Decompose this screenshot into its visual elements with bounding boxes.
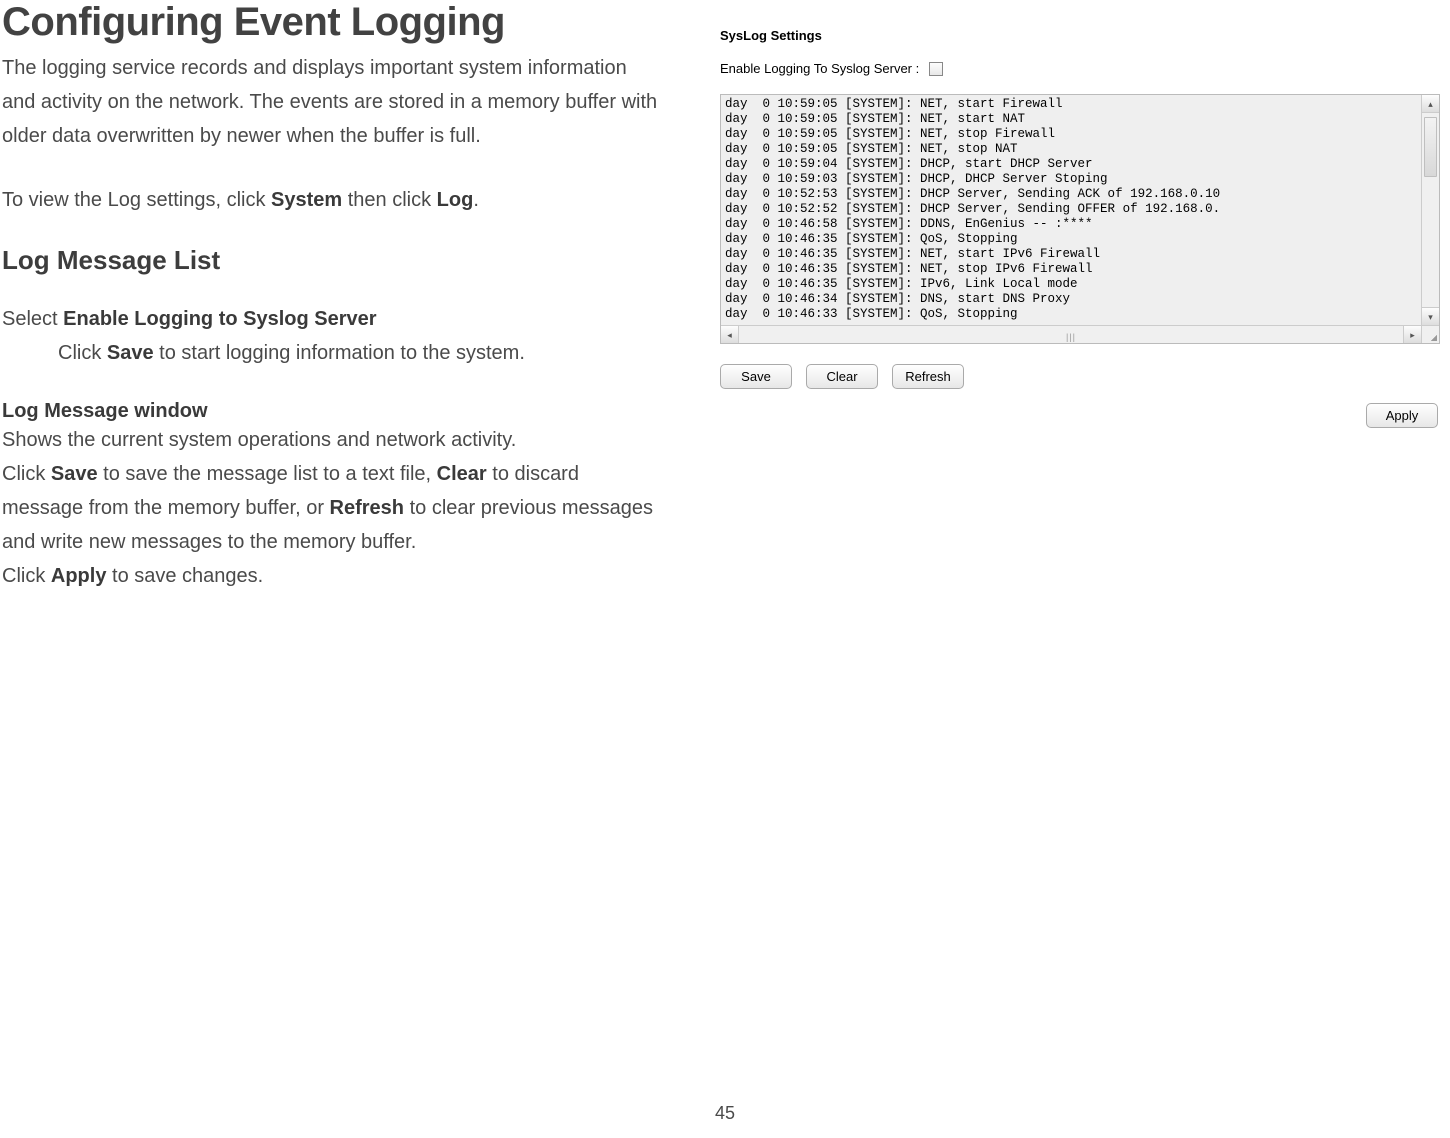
select-line: Select Enable Logging to Syslog Server — [2, 302, 662, 336]
apply-button[interactable]: Apply — [1366, 403, 1438, 428]
log-text: day 0 10:59:05 [SYSTEM]: NET, start Fire… — [721, 95, 1421, 325]
save-bold: Save — [107, 342, 154, 364]
apply-line: Click Apply to save changes. — [2, 559, 662, 593]
page-title: Configuring Event Logging — [2, 0, 662, 45]
text: to start logging information to the syst… — [154, 342, 525, 364]
save-button[interactable]: Save — [720, 364, 792, 389]
enable-checkbox[interactable] — [929, 62, 943, 76]
scroll-down-icon[interactable]: ▾ — [1422, 307, 1439, 325]
log-keyword: Log — [437, 189, 474, 211]
scroll-thumb[interactable] — [1424, 117, 1437, 177]
text: then click — [342, 189, 436, 211]
text: Click — [2, 565, 51, 587]
text: to save the message list to a text file, — [98, 463, 437, 485]
text: Select — [2, 308, 63, 330]
system-keyword: System — [271, 189, 342, 211]
click-save-line: Click Save to start logging information … — [2, 336, 662, 370]
text: Click — [58, 342, 107, 364]
scroll-up-icon[interactable]: ▴ — [1422, 95, 1439, 113]
shows-line: Shows the current system operations and … — [2, 423, 662, 457]
panel-title: SysLog Settings — [720, 28, 1440, 43]
apply-bold: Apply — [51, 565, 107, 587]
save-bold: Save — [51, 463, 98, 485]
view-instruction: To view the Log settings, click System t… — [2, 183, 662, 217]
enable-logging-bold: Enable Logging to Syslog Server — [63, 308, 376, 330]
subheading: Log Message window — [2, 400, 662, 423]
text: Click — [2, 463, 51, 485]
scroll-left-icon[interactable]: ◂ — [721, 326, 739, 343]
refresh-button[interactable]: Refresh — [892, 364, 964, 389]
horizontal-scrollbar[interactable]: ◂ ||| ▸ — [721, 325, 1421, 343]
enable-label: Enable Logging To Syslog Server : — [720, 61, 919, 76]
actions-line: Click Save to save the message list to a… — [2, 457, 662, 559]
text: . — [473, 189, 479, 211]
vertical-scrollbar[interactable]: ▴ ▾ — [1421, 95, 1439, 325]
refresh-bold: Refresh — [330, 497, 404, 519]
intro-paragraph: The logging service records and displays… — [2, 51, 662, 153]
scroll-track-indicator: ||| — [1066, 332, 1076, 342]
page-number: 45 — [715, 1103, 735, 1124]
clear-button[interactable]: Clear — [806, 364, 878, 389]
scroll-right-icon[interactable]: ▸ — [1403, 326, 1421, 343]
section-heading: Log Message List — [2, 245, 662, 276]
log-window: day 0 10:59:05 [SYSTEM]: NET, start Fire… — [720, 94, 1440, 344]
text: to save changes. — [106, 565, 263, 587]
clear-bold: Clear — [437, 463, 487, 485]
resize-corner-icon — [1421, 325, 1439, 343]
text: To view the Log settings, click — [2, 189, 271, 211]
